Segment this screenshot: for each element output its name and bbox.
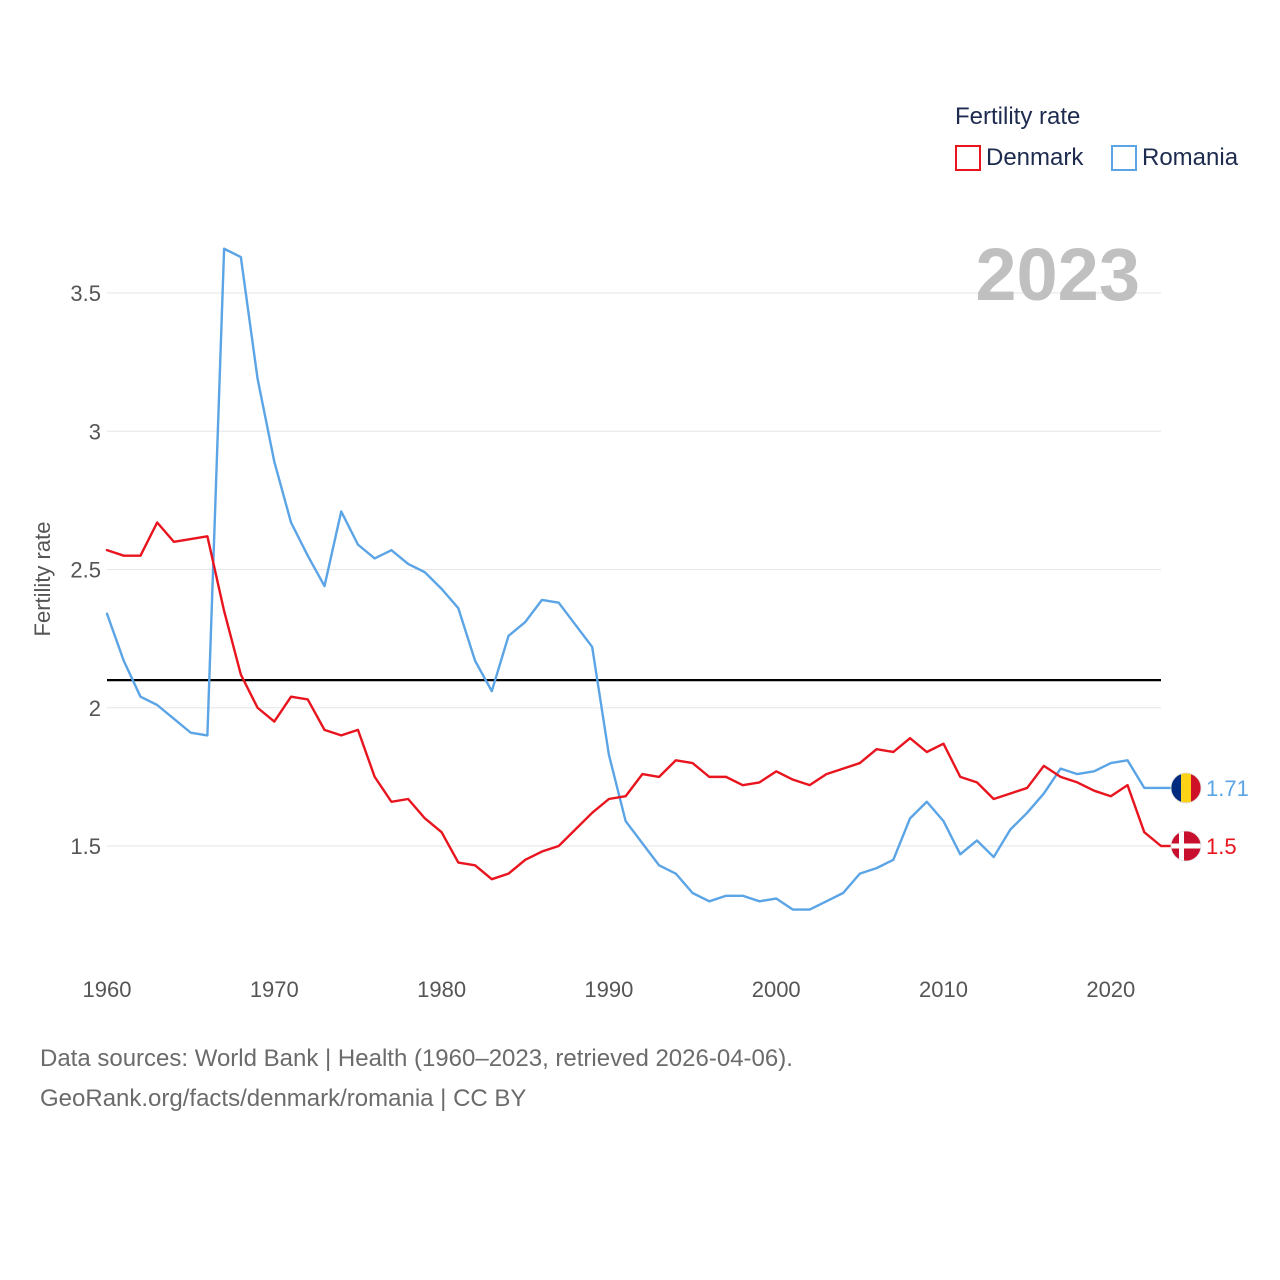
footer-source: Data sources: World Bank | Health (1960–… bbox=[40, 1045, 793, 1072]
series-line-romania[interactable] bbox=[105, 247, 1163, 911]
footer-attribution: GeoRank.org/facts/denmark/romania | CC B… bbox=[40, 1085, 527, 1112]
denmark-flag-icon bbox=[1171, 831, 1201, 861]
end-value-romania: 1.71 bbox=[1206, 776, 1249, 801]
legend-label-denmark[interactable]: Denmark bbox=[986, 144, 1084, 171]
y-axis-title: Fertility rate bbox=[30, 522, 55, 637]
x-tick-label: 1960 bbox=[83, 977, 132, 1002]
legend-swatch-romania[interactable] bbox=[1111, 145, 1137, 171]
legend: Fertility rate Denmark Romania bbox=[955, 103, 1239, 171]
x-tick-label: 2010 bbox=[919, 977, 968, 1002]
y-tick-label: 3.5 bbox=[70, 281, 101, 306]
legend-swatch-denmark[interactable] bbox=[955, 145, 981, 171]
y-tick-label: 2.5 bbox=[70, 558, 101, 583]
end-value-denmark: 1.5 bbox=[1206, 834, 1237, 859]
x-tick-label: 2020 bbox=[1086, 977, 1135, 1002]
legend-title: Fertility rate bbox=[955, 103, 1080, 130]
current-year-label: 2023 bbox=[975, 233, 1140, 316]
end-markers-layer: 1.5 1.71 bbox=[1161, 772, 1249, 862]
grid-layer: 1.5 2 2.5 3 3.5 1960 1970 1980 1990 2000 2010 2020 bbox=[70, 281, 1161, 1002]
romania-flag-icon bbox=[1171, 772, 1201, 803]
x-tick-label: 1970 bbox=[250, 977, 299, 1002]
y-tick-label: 3 bbox=[89, 419, 101, 444]
series-layer bbox=[105, 247, 1163, 911]
series-line-denmark[interactable] bbox=[105, 521, 1163, 881]
y-tick-label: 1.5 bbox=[70, 834, 101, 859]
x-tick-label: 2000 bbox=[752, 977, 801, 1002]
legend-label-romania[interactable]: Romania bbox=[1142, 144, 1239, 171]
x-tick-label: 1980 bbox=[417, 977, 466, 1002]
flag-outline bbox=[1170, 772, 1202, 804]
flag-outline bbox=[1170, 830, 1202, 862]
x-tick-label: 1990 bbox=[584, 977, 633, 1002]
y-tick-label: 2 bbox=[89, 696, 101, 721]
